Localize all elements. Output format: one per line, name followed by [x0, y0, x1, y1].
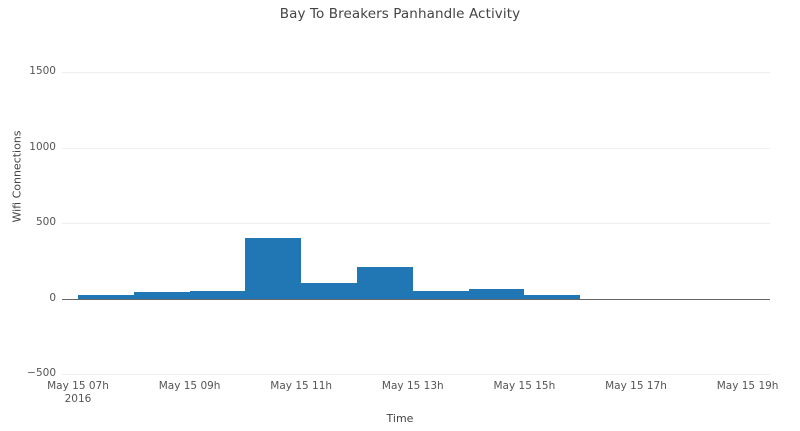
bar[interactable] [412, 290, 469, 299]
x-tick-label: May 15 07h 2016 [18, 380, 138, 406]
y-tick-label: 500 [35, 216, 56, 228]
x-tick-label-main: May 15 09h [158, 380, 221, 392]
gridline [62, 374, 770, 375]
bar[interactable] [468, 288, 525, 299]
gridline [62, 72, 770, 73]
x-tick-label-main: May 15 15h [493, 380, 556, 392]
x-tick-label-year: 2016 [64, 393, 92, 405]
bar[interactable] [189, 290, 246, 299]
plot-area [62, 72, 770, 375]
x-tick-label-main: May 15 13h [381, 380, 444, 392]
zero-axis-line [62, 298, 770, 300]
bar[interactable] [524, 294, 581, 299]
x-tick-label: May 15 15h [464, 380, 584, 393]
x-axis-title: Time [386, 412, 414, 425]
bars-layer [62, 72, 770, 374]
x-tick-label: May 15 17h [576, 380, 696, 393]
bar[interactable] [78, 295, 134, 299]
y-tick-label: −500 [27, 367, 56, 379]
y-tick-label: 0 [49, 291, 56, 304]
x-tick-label-main: May 15 19h [716, 380, 779, 392]
x-tick-label: May 15 09h [130, 380, 250, 393]
bar[interactable] [133, 291, 190, 299]
x-tick-label: May 15 13h [353, 380, 473, 393]
x-axis-tick-labels: May 15 07h 2016 May 15 09h May 15 11h May 15… [47, 380, 778, 420]
x-tick-label: May 15 11h [241, 380, 361, 393]
y-tick-label: 1000 [29, 140, 56, 153]
bar[interactable] [301, 283, 357, 299]
bar[interactable] [245, 238, 302, 299]
gridline [62, 223, 770, 224]
bar[interactable] [357, 266, 413, 299]
x-tick-label-main: May 15 07h [47, 380, 109, 392]
x-tick-label-main: May 15 11h [270, 380, 333, 392]
x-tick-label-main: May 15 17h [605, 380, 667, 392]
y-tick-label: 1500 [29, 65, 56, 77]
chart-title: Bay To Breakers Panhandle Activity [279, 6, 521, 22]
gridline [62, 147, 770, 149]
y-axis-tick-labels: 1500 1000 500 0 −500 [0, 66, 56, 379]
x-tick-label: May 15 19h [688, 380, 800, 393]
